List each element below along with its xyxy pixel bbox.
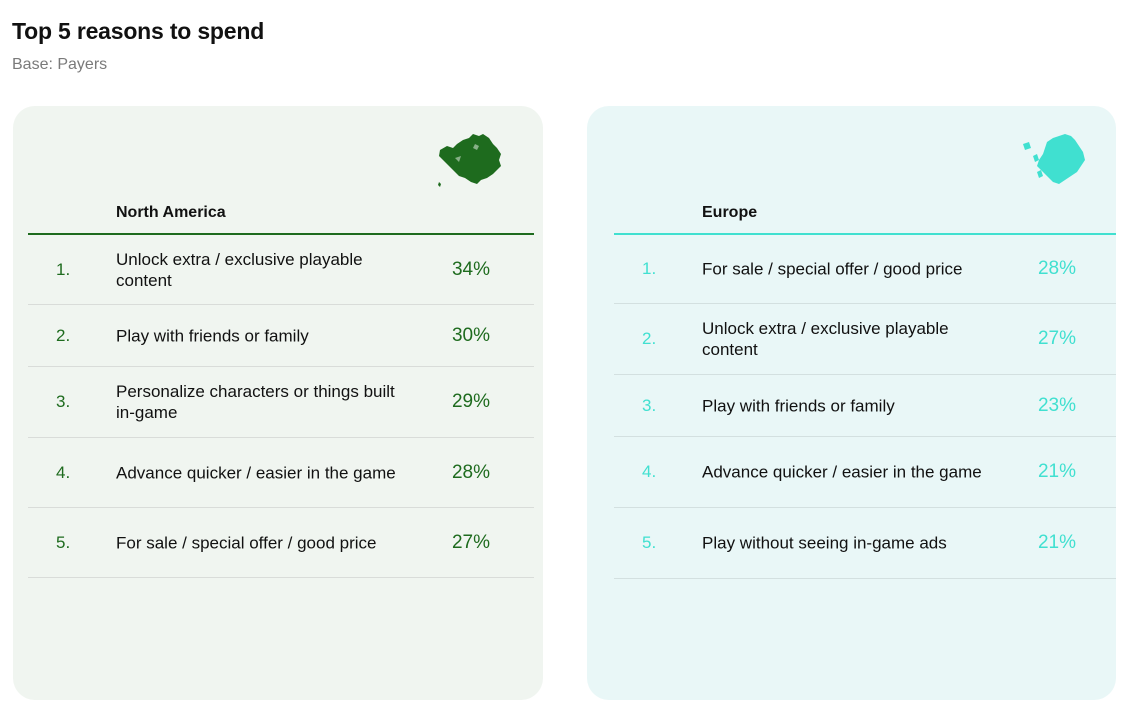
table-row: 1. For sale / special offer / good price… <box>614 235 1116 304</box>
reason-label: Advance quicker / easier in the game <box>116 463 396 482</box>
reason-label: Unlock extra / exclusive playable conten… <box>702 319 949 359</box>
percentage-value: 28% <box>451 461 491 483</box>
rank-label: 2. <box>642 329 657 348</box>
europe-panel: Europe 1. For sale / special offer / goo… <box>587 106 1116 700</box>
rank-label: 3. <box>56 392 71 411</box>
rank-label: 2. <box>56 325 71 345</box>
percentage-value: 29% <box>451 391 491 412</box>
table-row: 5. For sale / special offer / good price… <box>28 508 534 578</box>
north-america-map-icon <box>438 134 501 187</box>
reason-label: Unlock extra / exclusive playable conten… <box>116 249 363 290</box>
percentage-value: 21% <box>1037 461 1077 482</box>
table-row: 4. Advance quicker / easier in the game … <box>28 438 534 508</box>
table-row: 4. Advance quicker / easier in the game … <box>614 437 1116 508</box>
table-row: 2. Play with friends or family 30% <box>28 305 534 367</box>
percentage-value: 28% <box>1037 258 1077 279</box>
europe-map-icon <box>1023 134 1085 184</box>
reason-label: Personalize characters or things built i… <box>116 382 395 422</box>
north-america-panel: North America 1. Unlock extra / exclusiv… <box>13 106 543 700</box>
reason-label: For sale / special offer / good price <box>702 259 963 279</box>
reason-label: Advance quicker / easier in the game <box>702 462 982 482</box>
reason-label: For sale / special offer / good price <box>116 533 377 552</box>
table-row: 3. Play with friends or family 23% <box>614 375 1116 437</box>
percentage-value: 30% <box>451 324 491 346</box>
percentage-value: 23% <box>1037 394 1077 416</box>
chart-subtitle: Base: Payers <box>12 56 108 73</box>
table-row: 1. Unlock extra / exclusive playable con… <box>28 235 534 305</box>
table-row: 3. Personalize characters or things buil… <box>28 367 534 438</box>
header-divider <box>28 233 534 235</box>
reasons-table: 1. Unlock extra / exclusive playable con… <box>28 235 534 578</box>
reason-label: Play with friends or family <box>702 396 895 415</box>
chart-title: Top 5 reasons to spend <box>12 18 265 44</box>
rank-label: 4. <box>56 462 71 482</box>
rank-label: 4. <box>642 462 657 481</box>
percentage-value: 34% <box>451 258 491 280</box>
percentage-value: 27% <box>1037 328 1077 349</box>
rank-label: 5. <box>642 533 657 552</box>
table-row: 5. Play without seeing in-game ads 21% <box>614 508 1116 579</box>
region-header: Europe <box>702 204 758 221</box>
reason-label: Play without seeing in-game ads <box>702 533 947 553</box>
header-divider <box>614 233 1116 235</box>
rank-label: 5. <box>56 532 71 552</box>
reasons-table: 1. For sale / special offer / good price… <box>614 235 1116 579</box>
percentage-value: 27% <box>451 531 491 553</box>
reason-label: Play with friends or family <box>116 326 309 345</box>
rank-label: 3. <box>642 395 657 415</box>
rank-label: 1. <box>56 259 71 279</box>
rank-label: 1. <box>642 259 657 278</box>
region-header: North America <box>116 204 226 221</box>
table-row: 2. Unlock extra / exclusive playable con… <box>614 304 1116 375</box>
percentage-value: 21% <box>1037 532 1077 553</box>
